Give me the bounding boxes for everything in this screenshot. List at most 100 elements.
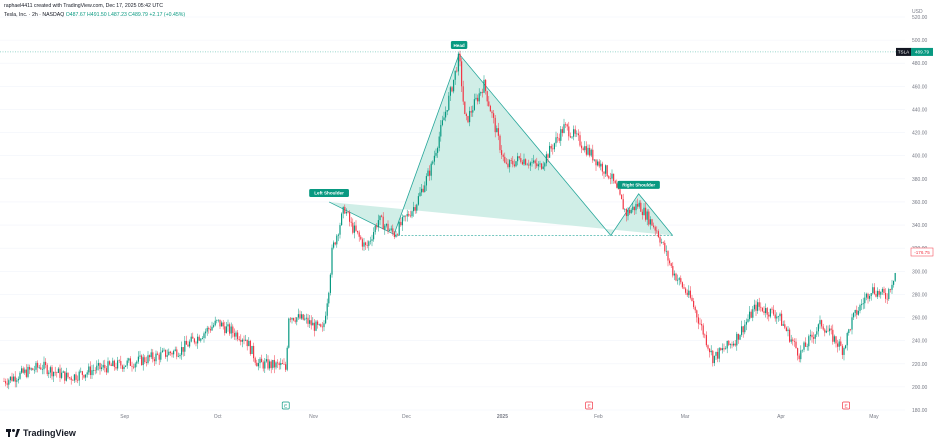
candle-body (69, 377, 71, 378)
candle-body (141, 355, 143, 366)
candle-body (285, 364, 287, 370)
candle-body (425, 176, 427, 186)
candle-body (790, 339, 792, 342)
candle-body (310, 320, 312, 326)
candle-body (422, 188, 424, 192)
candle-body (237, 332, 239, 340)
candle-body (808, 336, 810, 347)
price-tick-label: 420.00 (912, 131, 928, 137)
candle-body (513, 164, 515, 167)
price-tick-label: 460.00 (912, 84, 928, 90)
earnings-marker: E (842, 401, 850, 410)
candle-body (267, 359, 269, 369)
candle-body (257, 363, 259, 367)
candle-body (686, 292, 688, 296)
candle-body (758, 302, 760, 307)
candle-body (619, 189, 621, 195)
candle-body (438, 136, 440, 149)
candle-body (313, 322, 315, 331)
candle-body (358, 232, 360, 237)
candle-body (505, 162, 507, 164)
candle-body (205, 331, 207, 334)
candle-body (465, 114, 467, 116)
price-tick-label: 280.00 (912, 292, 928, 298)
time-tick-label: Sep (120, 414, 129, 420)
candle-body (189, 341, 191, 347)
candle-body (101, 367, 103, 370)
tradingview-logo[interactable]: TradingView (6, 428, 76, 438)
candle-body (552, 148, 554, 150)
candle-body (512, 160, 514, 165)
candle-body (440, 124, 442, 137)
candle-body (529, 162, 531, 166)
earnings-marker-box (585, 401, 593, 410)
candle-body (497, 128, 499, 136)
candle-body (150, 352, 152, 358)
candle-body (262, 362, 264, 369)
candle-body (182, 347, 184, 352)
candle-body (427, 170, 429, 177)
candle-body (209, 329, 211, 331)
candle-body (344, 206, 346, 214)
candle-body (104, 364, 106, 369)
candle-body (806, 346, 808, 347)
candle-body (433, 155, 435, 162)
candle-body (853, 312, 855, 318)
candle-body (528, 164, 530, 166)
candle-body (97, 363, 99, 366)
candle-body (107, 361, 109, 373)
candle-body (757, 302, 759, 311)
candle-body (712, 350, 714, 364)
candle-body (392, 228, 394, 233)
candle-body (72, 380, 74, 381)
attribution-text: raphael4411 created with TradingView.com… (4, 3, 163, 9)
candle-body (374, 225, 376, 233)
candle-body (288, 318, 290, 348)
candle-body (534, 160, 536, 164)
candle-body (643, 207, 645, 216)
candle-body (70, 377, 72, 381)
candle-body (339, 225, 341, 235)
candle-body (193, 338, 195, 343)
candle-body (761, 307, 763, 312)
candle-body (736, 333, 738, 346)
candle-body (13, 376, 15, 381)
candle-body (881, 289, 883, 292)
candle-body (144, 357, 146, 362)
candle-body (377, 220, 379, 228)
candle-body (590, 149, 592, 156)
candle-body (278, 363, 280, 366)
candle-body (781, 313, 783, 326)
candle-body (93, 370, 95, 371)
candle-body (651, 219, 653, 226)
candle-body (441, 120, 443, 125)
candle-body (702, 325, 704, 335)
candle-body (357, 230, 359, 233)
candle-body (737, 333, 739, 340)
candle-body (789, 329, 791, 342)
candle-body (446, 110, 448, 112)
candle-body (216, 320, 218, 321)
candle-body (728, 340, 730, 345)
candle-body (123, 366, 125, 369)
candle-body (158, 354, 160, 360)
candle-body (841, 345, 843, 355)
candle-body (171, 353, 173, 355)
candle-body (875, 293, 877, 297)
candle-body (598, 161, 600, 167)
candle-body (496, 128, 498, 133)
candle-body (544, 163, 546, 167)
candle-body (869, 296, 871, 299)
measure-badge-text: -176.75 (914, 250, 930, 255)
candle-body (361, 239, 363, 247)
candle-body (137, 356, 139, 362)
candle-body (576, 133, 578, 135)
candle-body (515, 161, 517, 167)
candle-body (657, 231, 659, 238)
candle-body (5, 381, 7, 384)
candle-body (689, 290, 691, 298)
candle-body (531, 162, 533, 164)
candle-body (545, 154, 547, 164)
candle-body (273, 359, 275, 368)
